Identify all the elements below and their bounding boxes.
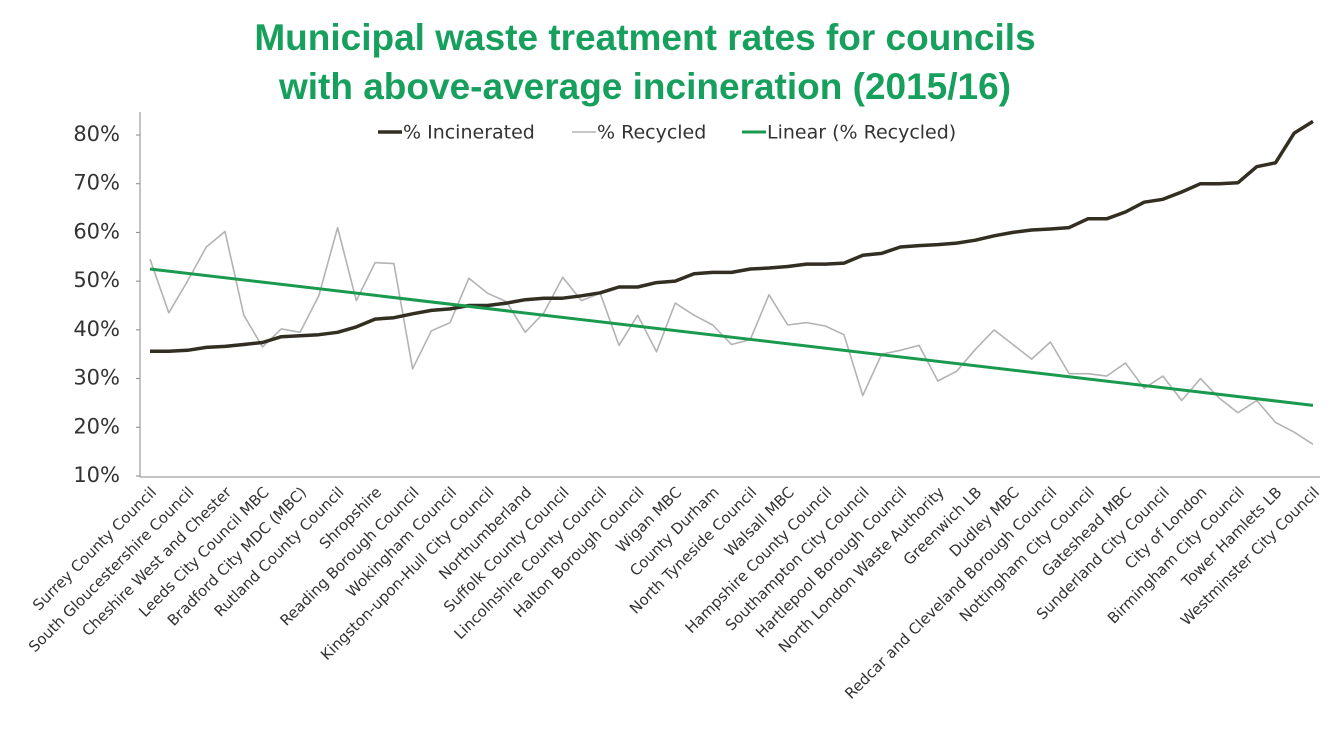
x-tick-label: Cheshire West and Chester [78, 483, 235, 640]
series-line [149, 226, 1314, 445]
y-tick-label: 30% [73, 366, 120, 390]
x-tick-label: South Gloucestershire Council [25, 483, 198, 656]
y-tick-label: 20% [73, 414, 120, 438]
legend-label: % Recycled [597, 122, 706, 144]
series-line [150, 119, 1314, 354]
y-tick-label: 60% [73, 219, 120, 243]
y-tick-label: 40% [73, 317, 120, 341]
y-tick-label: 70% [73, 171, 120, 195]
trend-line [149, 267, 1314, 407]
y-tick-label: 80% [73, 122, 120, 146]
legend-label: % Incinerated [403, 122, 535, 144]
chart-title: with above-average incineration (2015/16… [278, 66, 1011, 107]
chart-title: Municipal waste treatment rates for coun… [254, 17, 1035, 58]
y-tick-label: 10% [73, 463, 120, 487]
legend-label: Linear (% Recycled) [767, 122, 956, 144]
y-tick-label: 50% [73, 268, 120, 292]
